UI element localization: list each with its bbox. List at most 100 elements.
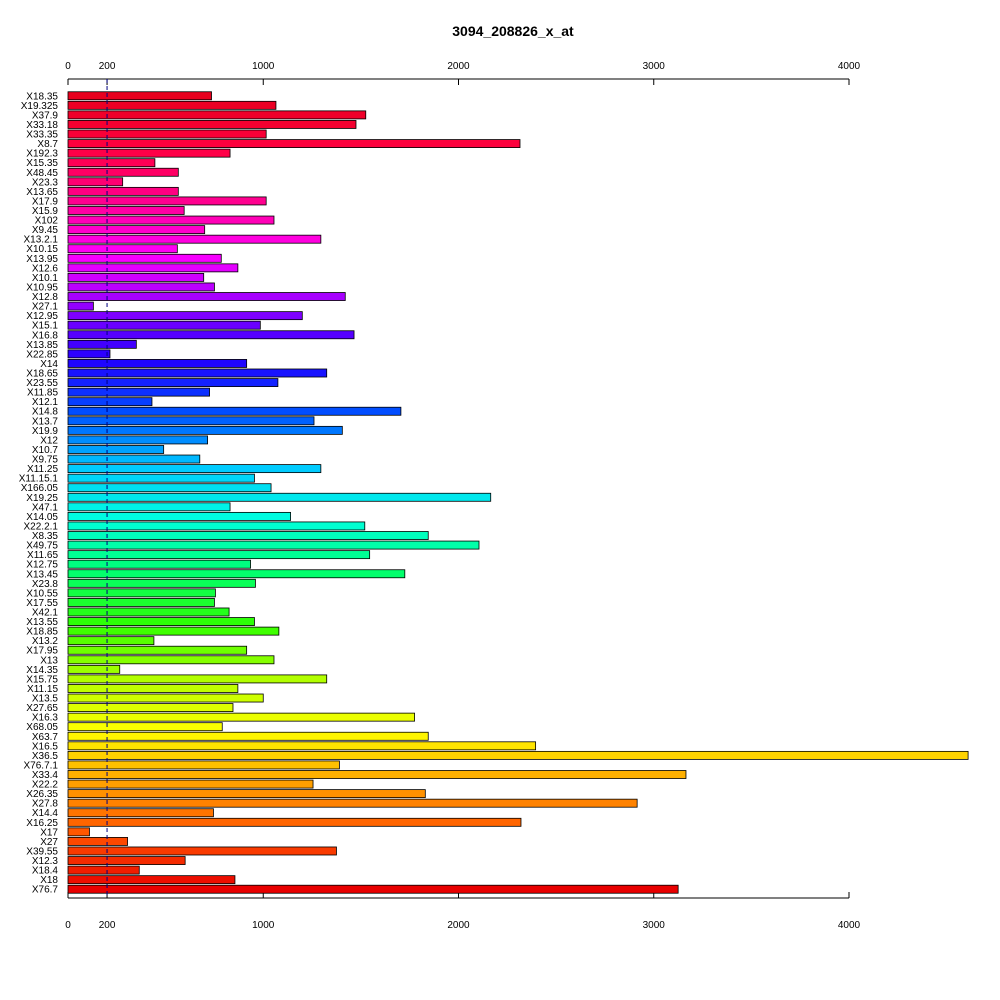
category-label: X13.65 [26,187,58,198]
category-label: X11.25 [27,464,58,475]
bar [67,760,340,770]
category-label: X18 [40,875,58,886]
category-label: X19.9 [32,426,59,437]
bar [67,292,346,301]
bar [67,617,255,626]
category-label: X63.7 [32,732,59,743]
bar [67,598,215,607]
category-label: X13.5 [32,694,59,705]
category-label: X39.55 [26,846,58,857]
bar [67,196,267,206]
bar [67,349,111,359]
category-label: X16.3 [32,713,59,724]
bar [67,177,124,187]
category-label: X19.325 [21,101,59,112]
category-label: X18.85 [26,627,58,638]
category-label: X12.1 [32,397,59,408]
category-label: X11.85 [27,388,58,399]
bar [67,578,256,588]
bar [67,722,223,732]
bar [67,454,201,464]
bar [67,100,277,110]
category-label: X12 [40,435,58,446]
category-label: X8.35 [32,531,59,542]
category-label: X17 [40,827,58,838]
chart-title: 3094_208826_x_at [452,23,574,39]
bar [67,167,179,177]
category-label: X27.1 [32,302,59,313]
category-label: X13.2 [32,636,59,647]
bar [67,301,94,311]
tick-label: 3000 [643,920,666,931]
category-label: X12.95 [26,311,58,322]
bar [67,387,210,397]
bar [67,91,212,101]
category-label: X11.15.1 [19,474,59,485]
category-label: X47.1 [32,502,59,513]
category-label: X27 [40,837,58,848]
tick-label: 0 [65,920,71,931]
bar [67,148,231,158]
category-label: X27.65 [26,703,58,714]
category-label: X17.55 [26,598,58,609]
bar [67,789,426,799]
bar [67,502,231,512]
category-label: X8.7 [37,139,58,150]
category-label: X13.7 [32,416,59,427]
category-label: X18.4 [32,866,59,877]
category-label: X18.65 [26,369,58,380]
bar [67,569,406,579]
category-label: X11.65 [27,550,58,561]
category-label: X15.75 [26,674,58,685]
bar [67,626,280,636]
category-label: X12.6 [32,263,59,274]
category-label: X192.3 [26,149,58,160]
category-label: X76.7 [32,885,59,896]
bar [67,397,153,407]
category-label: X23.3 [32,177,59,188]
tick-label: 1000 [252,920,275,931]
category-label: X12.3 [32,856,59,867]
bar [67,636,155,646]
category-label: X10.15 [26,244,58,255]
bar [67,875,236,885]
bar [67,206,185,215]
category-label: X23.55 [26,378,58,389]
bar [67,320,261,330]
bar [67,378,279,387]
bar [67,139,521,148]
bar [67,435,209,445]
bar [67,540,480,550]
bar [67,282,215,292]
bar [67,120,357,129]
category-label: X49.75 [26,541,58,552]
bar [67,884,679,894]
category-label: X13.45 [26,569,58,580]
category-label: X10.1 [32,273,59,284]
category-label: X10.55 [26,588,58,599]
bar [67,110,367,120]
bar [67,655,275,665]
category-label: X27.8 [32,799,59,810]
bar [67,272,205,282]
category-label: X42.1 [32,607,59,618]
bar [67,817,522,827]
tick-label: 2000 [447,61,470,72]
category-label: X33.35 [26,130,58,141]
bar [67,311,303,321]
bar [67,225,206,235]
bar [67,511,291,521]
bar [67,837,128,846]
bar [67,741,537,751]
bar [67,244,178,254]
bar [67,359,248,368]
category-label: X22.2.1 [24,521,59,532]
category-label: X14.4 [32,808,59,819]
bar [67,339,137,349]
bottom-axis: 0 200 1000 2000 3000 4000 [65,892,861,931]
category-label: X12.75 [26,560,58,571]
bar [67,416,315,426]
category-label: X14.05 [26,512,58,523]
category-label: X33.18 [26,120,58,131]
